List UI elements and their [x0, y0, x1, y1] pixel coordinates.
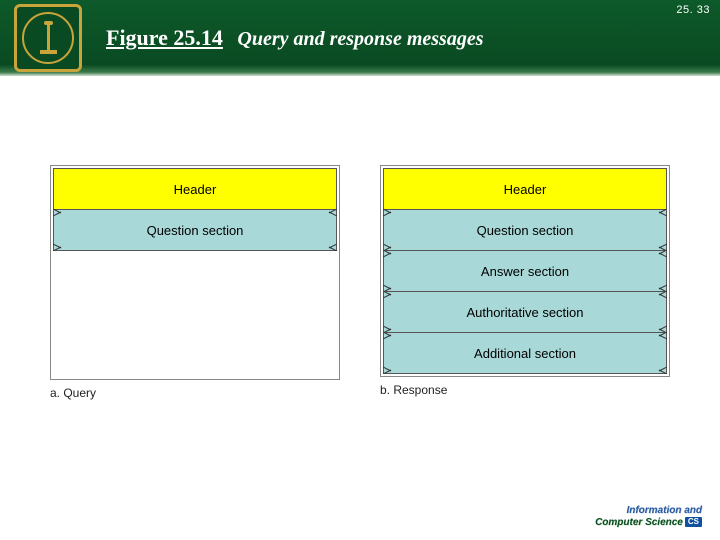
variable-length-tick-icon — [655, 332, 667, 339]
figure-label: Figure 25.14 — [106, 25, 223, 50]
dept-badge: CS — [685, 517, 702, 527]
dept-line1: Information and — [595, 506, 702, 517]
variable-length-tick-icon — [383, 291, 395, 298]
additional-label: Additional section — [474, 346, 576, 361]
variable-length-tick-icon — [655, 291, 667, 298]
question-row: Question section — [383, 209, 667, 251]
query-stack: Header Question section — [50, 165, 340, 380]
variable-length-tick-icon — [383, 250, 395, 257]
header-row: Header — [53, 168, 337, 210]
variable-length-tick-icon — [383, 367, 395, 374]
page-number: 25. 33 — [676, 4, 710, 16]
authoritative-label: Authoritative section — [466, 305, 583, 320]
dept-logo: Information and Computer ScienceCS — [595, 506, 702, 528]
response-stack: Header Question section Answer section Auth… — [380, 165, 670, 377]
question-row: Question section — [53, 209, 337, 251]
query-panel: Header Question section a. Query — [50, 165, 340, 400]
variable-length-tick-icon — [325, 244, 337, 251]
figure-body: Header Question section a. Query Header Qu… — [50, 165, 670, 400]
figure-title: Figure 25.14 Query and response messages — [106, 25, 484, 51]
response-caption: b. Response — [380, 383, 670, 397]
question-label: Question section — [477, 223, 574, 238]
header-label: Header — [174, 182, 217, 197]
authoritative-row: Authoritative section — [383, 291, 667, 333]
variable-length-tick-icon — [655, 250, 667, 257]
header-row: Header — [383, 168, 667, 210]
answer-row: Answer section — [383, 250, 667, 292]
dept-line2: Computer Science — [595, 517, 683, 528]
slide-header: Figure 25.14 Query and response messages… — [0, 0, 720, 76]
answer-label: Answer section — [481, 264, 569, 279]
empty-space — [53, 251, 337, 377]
variable-length-tick-icon — [383, 209, 395, 216]
variable-length-tick-icon — [655, 367, 667, 374]
variable-length-tick-icon — [383, 332, 395, 339]
question-label: Question section — [147, 223, 244, 238]
variable-length-tick-icon — [655, 209, 667, 216]
variable-length-tick-icon — [53, 244, 65, 251]
query-caption: a. Query — [50, 386, 340, 400]
additional-row: Additional section — [383, 332, 667, 374]
header-label: Header — [504, 182, 547, 197]
response-panel: Header Question section Answer section Auth… — [380, 165, 670, 400]
figure-caption: Query and response messages — [237, 28, 483, 50]
variable-length-tick-icon — [53, 209, 65, 216]
university-logo — [14, 4, 82, 72]
variable-length-tick-icon — [325, 209, 337, 216]
